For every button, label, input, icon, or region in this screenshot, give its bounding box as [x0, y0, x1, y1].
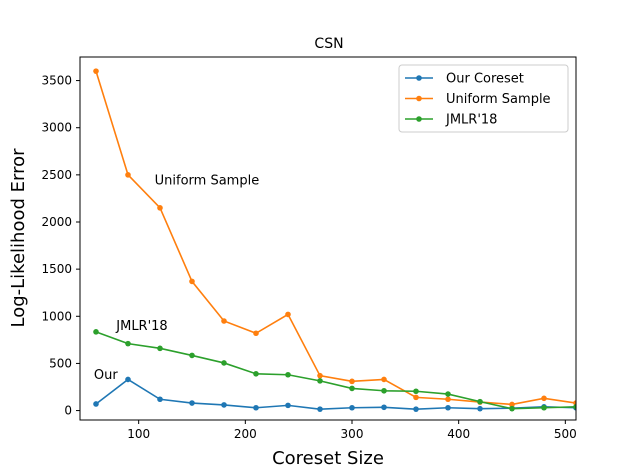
data-point	[221, 360, 227, 366]
data-point	[317, 372, 323, 379]
y-tick-label: 1500	[41, 262, 72, 276]
data-point	[413, 394, 419, 401]
legend-label: Uniform Sample	[446, 92, 551, 107]
legend-label: JMLR'18	[445, 113, 497, 128]
x-axis-label: Coreset Size	[272, 448, 384, 469]
y-tick-label: 500	[49, 356, 72, 370]
x-tick-label: 500	[554, 427, 577, 441]
y-tick-label: 0	[64, 404, 72, 418]
x-tick-label: 200	[234, 427, 257, 441]
data-point	[189, 278, 195, 285]
x-tick-label: 300	[341, 427, 364, 441]
data-point	[157, 345, 163, 352]
annotation-label: JMLR'18	[115, 319, 167, 334]
annotation-label: Uniform Sample	[155, 173, 260, 188]
data-point	[509, 405, 515, 412]
data-point	[413, 406, 419, 412]
data-point	[285, 371, 291, 378]
y-tick-label: 3500	[41, 74, 72, 88]
data-point	[317, 406, 323, 412]
data-point	[413, 388, 419, 395]
series-lines	[93, 68, 576, 412]
data-point	[125, 172, 131, 178]
chart-title: CSN	[314, 36, 343, 52]
data-point	[477, 405, 483, 412]
data-point	[221, 402, 227, 408]
data-point	[349, 385, 355, 392]
data-point	[157, 205, 163, 211]
y-tick-label: 3000	[41, 121, 72, 135]
series-uniform-sample	[93, 68, 576, 408]
series-line	[95, 378, 576, 410]
data-point	[93, 68, 99, 74]
data-point	[381, 376, 387, 383]
data-point	[125, 376, 131, 383]
data-point	[541, 404, 547, 411]
data-point	[445, 396, 451, 403]
plot-frame	[79, 56, 577, 421]
legend-marker	[416, 95, 422, 102]
legend-box	[398, 64, 569, 133]
y-tick-label: 2500	[41, 168, 72, 182]
data-point	[93, 329, 99, 335]
data-point	[285, 311, 291, 318]
data-point	[349, 378, 355, 385]
data-point	[349, 404, 355, 411]
legend-label: Our Coreset	[446, 72, 524, 87]
data-point	[189, 400, 195, 406]
legend-marker	[416, 116, 422, 122]
data-point	[573, 404, 576, 410]
data-point	[285, 402, 291, 409]
data-point	[541, 395, 547, 402]
x-tick-label: 100	[127, 427, 150, 441]
data-point	[253, 371, 259, 377]
legend-marker	[416, 75, 422, 81]
annotations: Uniform Sample JMLR'18 Our	[94, 173, 259, 383]
data-point	[477, 398, 483, 405]
data-point	[381, 387, 387, 394]
data-point	[93, 401, 99, 407]
data-point	[317, 378, 323, 384]
annotation-label: Our	[94, 368, 118, 383]
data-point	[445, 404, 451, 411]
y-tick-label: 1000	[41, 309, 72, 323]
series-line	[95, 70, 576, 406]
series-jmlr-18	[93, 329, 576, 412]
data-point	[189, 352, 195, 359]
data-point	[381, 404, 387, 411]
series-line	[95, 331, 576, 410]
data-point	[253, 404, 259, 411]
y-axis-label: Log-Likelihood Error	[8, 148, 29, 328]
data-point	[125, 340, 131, 347]
legend: Our Coreset Uniform Sample JMLR'18	[398, 64, 569, 133]
x-tick-label: 400	[447, 427, 470, 441]
data-point	[221, 318, 227, 324]
data-point	[253, 330, 259, 337]
data-point	[509, 401, 515, 408]
axis-ticks: 100 200 300 400 500 0 500 1000 1500 2000 2500 3000 3…	[41, 74, 576, 441]
y-tick-label: 2000	[41, 215, 72, 229]
data-point	[157, 396, 163, 403]
data-point	[445, 391, 451, 397]
